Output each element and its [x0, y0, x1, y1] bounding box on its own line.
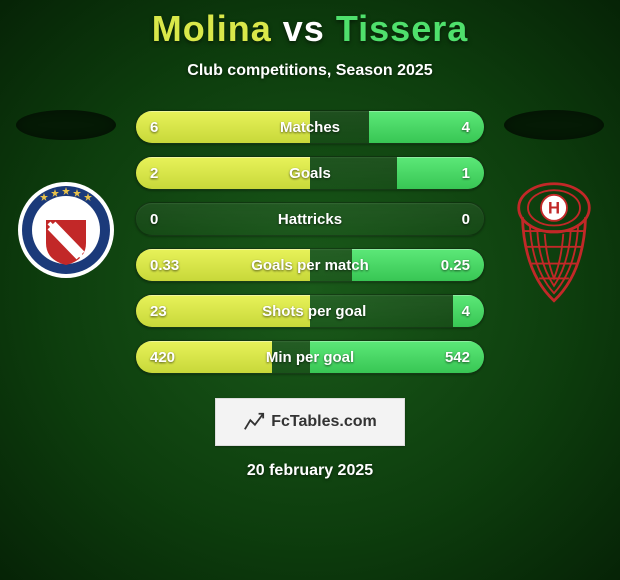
stat-row: 420 Min per goal 542 [135, 340, 485, 374]
stat-row: 6 Matches 4 [135, 110, 485, 144]
stat-value-right: 4 [462, 119, 470, 136]
team1-crest-icon [16, 180, 116, 280]
comparison-title: Molina vs Tissera [0, 0, 620, 50]
stat-value-right: 542 [445, 349, 470, 366]
stat-value-left: 0 [150, 211, 158, 228]
stat-label: Goals [289, 165, 331, 182]
stat-value-right: 0 [462, 211, 470, 228]
stat-label: Matches [280, 119, 340, 136]
player2-shadow [504, 110, 604, 140]
stat-row: 0 Hattricks 0 [135, 202, 485, 236]
stat-label: Goals per match [251, 257, 369, 274]
vs-text: vs [283, 8, 325, 49]
player1-name: Molina [152, 8, 272, 49]
stat-value-left: 2 [150, 165, 158, 182]
stat-value-left: 23 [150, 303, 167, 320]
subtitle: Club competitions, Season 2025 [0, 62, 620, 80]
stat-value-left: 6 [150, 119, 158, 136]
main-content: 6 Matches 4 2 Goals 1 0 Hattricks 0 0.33 Goals per… [0, 110, 620, 374]
svg-text:H: H [548, 198, 560, 217]
stat-label: Min per goal [266, 349, 354, 366]
right-side: H [499, 110, 609, 310]
stat-value-right: 0.25 [441, 257, 470, 274]
stat-value-left: 420 [150, 349, 175, 366]
stat-value-left: 0.33 [150, 257, 179, 274]
player2-name: Tissera [336, 8, 468, 49]
stat-value-right: 1 [462, 165, 470, 182]
left-side [11, 110, 121, 280]
stat-row: 0.33 Goals per match 0.25 [135, 248, 485, 282]
stat-label: Shots per goal [262, 303, 366, 320]
stat-label: Hattricks [278, 211, 342, 228]
brand-badge: FcTables.com [215, 398, 405, 446]
player1-shadow [16, 110, 116, 140]
team2-crest-icon: H [504, 180, 604, 310]
stat-bar-right [397, 157, 484, 189]
stat-value-right: 4 [462, 303, 470, 320]
stats-table: 6 Matches 4 2 Goals 1 0 Hattricks 0 0.33 Goals per… [135, 110, 485, 374]
brand-text: FcTables.com [271, 413, 377, 431]
stat-row: 2 Goals 1 [135, 156, 485, 190]
chart-icon [243, 411, 265, 433]
stat-bar-left [136, 157, 310, 189]
stat-row: 23 Shots per goal 4 [135, 294, 485, 328]
date-text: 20 february 2025 [0, 462, 620, 480]
